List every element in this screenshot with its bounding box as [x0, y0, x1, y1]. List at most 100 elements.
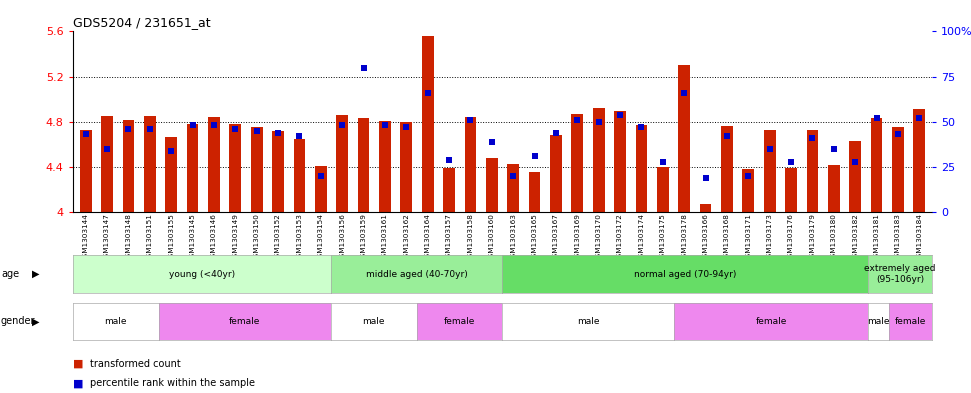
- Text: GDS5204 / 231651_at: GDS5204 / 231651_at: [73, 16, 211, 29]
- Bar: [764, 130, 776, 212]
- Text: female: female: [229, 317, 260, 326]
- Point: [784, 158, 799, 165]
- Bar: [807, 130, 819, 212]
- Point: [570, 117, 586, 123]
- Point: [869, 115, 885, 121]
- Point: [720, 133, 735, 140]
- Point: [377, 122, 392, 129]
- Text: middle aged (40-70yr): middle aged (40-70yr): [366, 270, 467, 279]
- Point: [120, 126, 136, 132]
- Point: [848, 158, 863, 165]
- Bar: [486, 158, 498, 212]
- Point: [441, 157, 456, 163]
- Bar: [122, 119, 134, 212]
- Text: female: female: [444, 317, 475, 326]
- Point: [419, 90, 435, 96]
- Text: extremely aged
(95-106yr): extremely aged (95-106yr): [864, 264, 936, 284]
- Text: male: male: [867, 317, 889, 326]
- Point: [355, 64, 371, 71]
- Point: [762, 146, 778, 152]
- Bar: [850, 141, 861, 212]
- Text: ■: ■: [73, 358, 84, 369]
- Point: [206, 122, 221, 129]
- Point: [484, 139, 499, 145]
- Bar: [871, 118, 883, 212]
- Point: [334, 122, 350, 129]
- Point: [698, 175, 714, 181]
- Bar: [379, 121, 390, 212]
- Bar: [315, 166, 326, 212]
- Bar: [507, 163, 519, 212]
- Point: [613, 112, 628, 118]
- Text: male: male: [105, 317, 127, 326]
- Bar: [229, 124, 241, 212]
- Point: [527, 153, 543, 159]
- Point: [677, 90, 692, 96]
- Point: [398, 124, 414, 130]
- Bar: [80, 130, 91, 212]
- Point: [99, 146, 115, 152]
- Point: [78, 131, 93, 138]
- Bar: [571, 114, 584, 212]
- Point: [163, 148, 179, 154]
- Point: [313, 173, 328, 179]
- Text: age: age: [1, 269, 19, 279]
- Bar: [251, 127, 262, 212]
- Point: [912, 115, 927, 121]
- Bar: [464, 117, 477, 212]
- Bar: [743, 169, 754, 212]
- Bar: [828, 165, 840, 212]
- Point: [270, 130, 285, 136]
- Point: [805, 135, 820, 141]
- Bar: [165, 136, 177, 212]
- Bar: [336, 115, 348, 212]
- Point: [506, 173, 521, 179]
- Point: [655, 158, 671, 165]
- Bar: [786, 168, 797, 212]
- Bar: [144, 116, 155, 212]
- Point: [249, 128, 264, 134]
- Point: [184, 122, 200, 129]
- Text: normal aged (70-94yr): normal aged (70-94yr): [634, 270, 736, 279]
- Point: [462, 117, 478, 123]
- Bar: [272, 131, 284, 212]
- Bar: [208, 117, 219, 212]
- Bar: [657, 167, 669, 212]
- Bar: [700, 204, 712, 212]
- Text: male: male: [577, 317, 600, 326]
- Point: [890, 131, 906, 138]
- Bar: [443, 168, 455, 212]
- Point: [591, 119, 607, 125]
- Text: ▶: ▶: [32, 316, 40, 326]
- Text: transformed count: transformed count: [90, 358, 181, 369]
- Text: female: female: [755, 317, 787, 326]
- Bar: [293, 139, 305, 212]
- Bar: [357, 118, 369, 212]
- Bar: [636, 125, 648, 212]
- Text: young (<40yr): young (<40yr): [169, 270, 235, 279]
- Bar: [421, 36, 434, 212]
- Point: [291, 133, 307, 140]
- Bar: [186, 124, 198, 212]
- Point: [227, 126, 243, 132]
- Point: [142, 126, 157, 132]
- Text: ▶: ▶: [32, 269, 40, 279]
- Bar: [550, 135, 562, 212]
- Bar: [721, 126, 733, 212]
- Bar: [101, 116, 113, 212]
- Text: ■: ■: [73, 378, 84, 388]
- Bar: [593, 108, 605, 212]
- Point: [634, 124, 650, 130]
- Text: gender: gender: [1, 316, 36, 326]
- Bar: [892, 127, 904, 212]
- Text: male: male: [362, 317, 385, 326]
- Bar: [615, 110, 626, 212]
- Bar: [914, 109, 925, 212]
- Point: [741, 173, 756, 179]
- Bar: [528, 171, 541, 212]
- Point: [826, 146, 842, 152]
- Point: [549, 130, 564, 136]
- Text: percentile rank within the sample: percentile rank within the sample: [90, 378, 255, 388]
- Bar: [400, 122, 412, 212]
- Bar: [679, 65, 690, 212]
